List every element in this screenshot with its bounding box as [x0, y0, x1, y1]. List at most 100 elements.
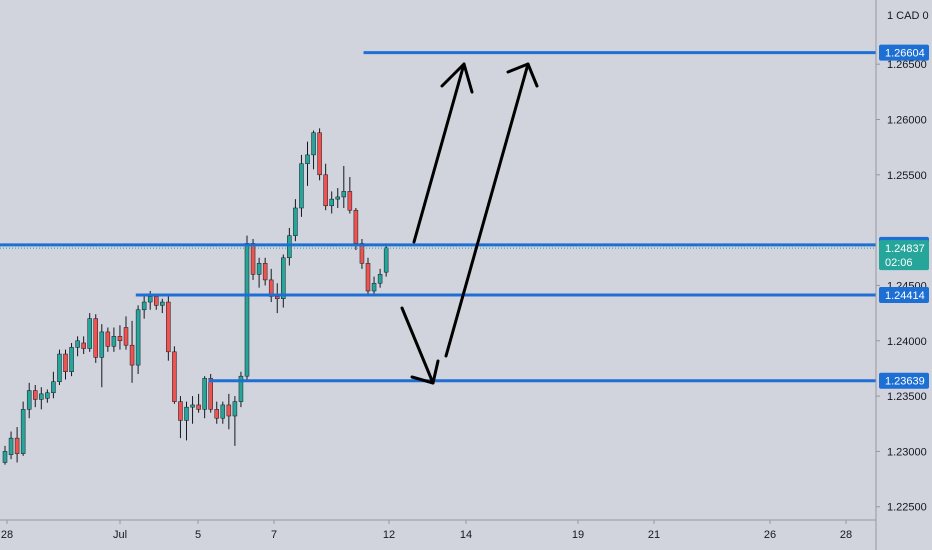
currency-label: 1 CAD 0 [887, 10, 929, 22]
candle-body [353, 209, 359, 244]
level-price-label: 1.26604 [885, 48, 925, 60]
candle-body [214, 409, 219, 419]
candle-body [93, 318, 98, 358]
up-arrow-2[interactable] [444, 62, 530, 358]
time-tick-label: 12 [383, 529, 395, 541]
candle-body [99, 331, 105, 358]
candle-body [365, 263, 371, 292]
price-tick-label: 1.26000 [887, 114, 927, 126]
level-price-badge [879, 286, 929, 303]
candle-body [8, 437, 14, 455]
candle-body [196, 404, 201, 410]
candle-body [208, 378, 213, 410]
arrows-layer[interactable] [400, 62, 539, 385]
candle-body [141, 301, 147, 311]
candle-body [371, 282, 377, 292]
candle-body [178, 401, 183, 421]
candle-body [57, 353, 62, 382]
candle-body [184, 406, 189, 421]
current-price-label: 1.24837 [885, 243, 925, 255]
candle-body [287, 235, 292, 259]
candle-body [160, 301, 165, 306]
price-tick-label: 1.23000 [887, 446, 927, 458]
candle-body [250, 243, 256, 275]
candle-body [129, 344, 135, 366]
candle-body [311, 132, 316, 156]
candle-body [238, 375, 244, 402]
candle-body [293, 207, 298, 236]
level-price-label: 1.24414 [885, 290, 925, 302]
time-tick-label: 28 [1, 529, 13, 541]
candle-body [45, 392, 50, 399]
candle-body [359, 243, 365, 264]
time-tick-label: 19 [572, 529, 584, 541]
countdown-label: 02:06 [885, 257, 913, 269]
candle-body [14, 437, 20, 454]
up-arrow-1[interactable] [412, 62, 466, 244]
candle-body [105, 331, 111, 347]
price-tick-label: 1.22500 [887, 502, 927, 514]
candle-body [172, 351, 177, 402]
candle-body [281, 257, 286, 299]
candle-body [317, 132, 322, 176]
candle-body [347, 191, 353, 211]
candle-body [305, 154, 310, 164]
time-tick-label: 28 [840, 529, 852, 541]
candle-body [383, 247, 389, 273]
up-arrow-2-head[interactable] [506, 62, 539, 88]
candle-body [232, 401, 238, 417]
candle-body [220, 404, 226, 419]
candle-body [275, 296, 280, 299]
price-axis[interactable]: 1.265001.260001.255001.245001.240001.235… [876, 59, 927, 514]
candle-body [123, 327, 129, 346]
candle-body [166, 301, 171, 353]
candle-body [26, 390, 32, 410]
time-tick-label: Jul [113, 529, 127, 541]
down-arrow-head[interactable] [410, 359, 440, 385]
candle-body [329, 198, 334, 207]
level-price-label: 1.23639 [885, 376, 925, 388]
candle-body [51, 381, 56, 394]
candle-body [39, 393, 44, 400]
time-axis[interactable]: 28 Jul 5 7 12 14 19 21 26 28 [1, 520, 852, 541]
candle-body [20, 409, 26, 454]
price-tick-label: 1.23500 [887, 391, 927, 403]
price-tick-label: 1.26500 [887, 59, 927, 71]
price-tick-label: 1.24000 [887, 336, 927, 348]
candle-body [147, 296, 153, 303]
time-tick-label: 5 [195, 529, 201, 541]
candle-body [87, 318, 92, 349]
candles-layer [2, 128, 389, 465]
candle-body [190, 404, 195, 408]
candle-body [256, 263, 262, 275]
current-price-badge [879, 240, 929, 271]
candle-body [2, 451, 8, 463]
candle-body [335, 196, 340, 200]
candle-body [268, 279, 274, 297]
candle-body [202, 378, 207, 410]
candle-body [341, 191, 347, 198]
candle-body [33, 390, 38, 400]
candle-body [262, 263, 268, 281]
candle-body [299, 163, 304, 209]
level-price-badge [879, 44, 929, 61]
candle-body [377, 274, 383, 284]
down-arrow[interactable] [400, 306, 435, 385]
up-arrow-1-head[interactable] [440, 62, 474, 94]
time-tick-label: 21 [648, 529, 660, 541]
price-tick-label: 1.25500 [887, 170, 927, 182]
candle-body [63, 353, 68, 372]
candle-body [244, 243, 250, 377]
candle-body [154, 296, 159, 306]
candle-body [81, 342, 86, 349]
level-price-badge [879, 372, 929, 389]
candle-body [69, 347, 74, 372]
candle-body [135, 309, 141, 366]
time-tick-label: 26 [764, 529, 776, 541]
candle-body [75, 340, 80, 348]
levels-layer[interactable] [0, 51, 876, 383]
candle-body [226, 404, 232, 417]
